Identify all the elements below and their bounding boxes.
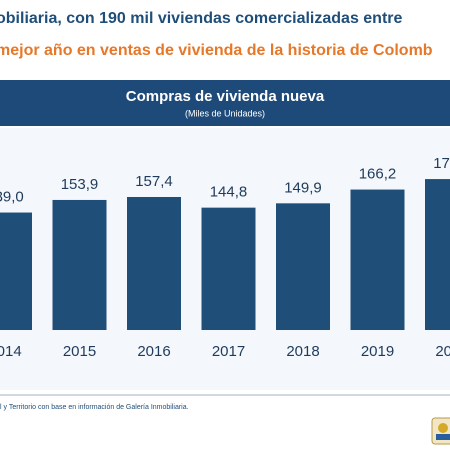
bar [350,189,405,330]
x-tick-label: 2020 [435,343,450,360]
bar [0,212,32,330]
logo [431,417,450,445]
value-label: 149,9 [284,179,322,196]
chart-subtitle: (Miles de Unidades) [185,108,265,118]
headline: obiliaria, con 190 mil viviendas comerci… [0,10,403,27]
chart-header [0,80,450,126]
x-tick-label: 2014 [0,343,22,360]
x-tick-label: 2016 [137,343,170,360]
value-label: 157,4 [135,173,173,190]
bar [52,199,107,330]
x-tick-label: 2017 [212,343,245,360]
value-label: 166,2 [359,166,397,183]
bar [425,179,450,330]
bar [201,207,256,330]
value-label: 178,6 [433,155,450,172]
x-tick-label: 2019 [361,343,394,360]
headline-sub: mejor año en ventas de vivienda de la hi… [0,42,433,59]
value-label: 144,8 [210,184,248,201]
bar [276,203,330,330]
bar [127,196,181,330]
value-label: 139,0 [0,189,24,206]
x-tick-label: 2015 [63,343,96,360]
x-tick-label: 2018 [286,343,319,360]
value-label: 153,9 [61,176,99,193]
source-note: l y Territorio con base en información d… [0,404,189,411]
chart-title: Compras de vivienda nueva [126,88,325,105]
